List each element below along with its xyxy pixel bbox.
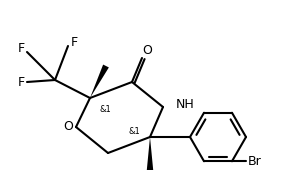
Text: Br: Br: [248, 155, 262, 168]
Text: F: F: [70, 36, 78, 48]
Polygon shape: [90, 65, 109, 98]
Text: F: F: [17, 75, 25, 89]
Polygon shape: [147, 137, 153, 170]
Text: NH: NH: [176, 97, 195, 111]
Text: &1: &1: [128, 126, 140, 135]
Text: O: O: [142, 45, 152, 58]
Text: O: O: [63, 120, 73, 134]
Text: F: F: [17, 41, 25, 54]
Text: &1: &1: [99, 106, 111, 114]
